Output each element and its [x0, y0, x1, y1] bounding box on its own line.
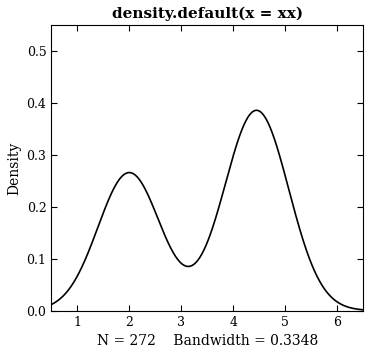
Y-axis label: Density: Density: [7, 141, 21, 195]
Title: density.default(x = xx): density.default(x = xx): [112, 7, 303, 21]
X-axis label: N = 272    Bandwidth = 0.3348: N = 272 Bandwidth = 0.3348: [97, 334, 318, 348]
